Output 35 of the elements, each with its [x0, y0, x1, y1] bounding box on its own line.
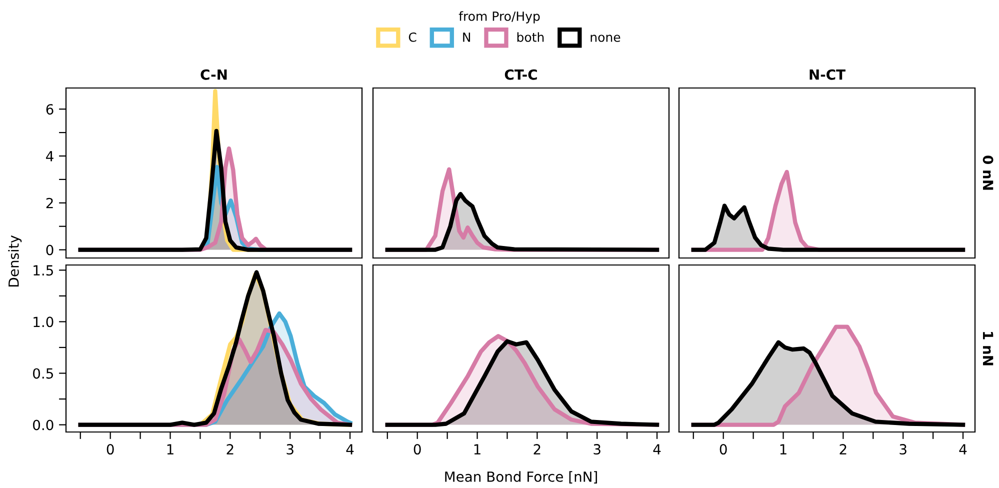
y-tick-label: 0.0: [33, 420, 54, 430]
x-tick-label: 3: [594, 444, 600, 455]
x-tick-label: 4: [346, 444, 354, 454]
chart-title: C-N: [200, 69, 227, 80]
x-tick-label: 2: [840, 444, 846, 454]
legend-label: C: [408, 32, 416, 42]
x-tick-label: 4: [653, 444, 661, 454]
y-tick-label: 0: [46, 244, 54, 256]
y-axis-title: Density: [8, 235, 22, 286]
x-axis-title: Mean Bond Force [nN]: [445, 471, 597, 484]
y-tick-label: 2: [46, 198, 53, 208]
x-tick-label: 2: [534, 444, 540, 454]
x-tick-label: 1: [167, 444, 174, 454]
y-tick-label: 1.5: [34, 265, 53, 276]
y-tick-label: 4: [46, 151, 54, 162]
x-tick-label: 0: [720, 444, 727, 455]
x-tick-label: 2: [226, 444, 234, 454]
x-tick-label: 3: [286, 444, 294, 455]
x-tick-label: 0: [414, 444, 421, 455]
x-tick-label: 0: [106, 444, 114, 455]
x-tick-label: 1: [474, 444, 480, 454]
chart-title: N-CT: [810, 69, 846, 80]
legend-label: both: [517, 32, 544, 42]
text: 0 nN: [982, 156, 994, 190]
x-tick-label: 1: [780, 444, 786, 454]
text: 1 nN: [983, 332, 994, 366]
legend-label: none: [590, 34, 620, 42]
legend-label: N: [463, 32, 470, 42]
legend-title: from Pro/Hyp: [458, 11, 540, 24]
y-tick-label: 1.0: [34, 316, 54, 328]
x-tick-label: 3: [900, 444, 906, 455]
x-tick-label: 4: [959, 444, 967, 454]
chart-title: CT-C: [504, 69, 537, 80]
y-tick-label: 0.5: [33, 368, 53, 379]
y-tick-label: 6: [46, 104, 54, 115]
